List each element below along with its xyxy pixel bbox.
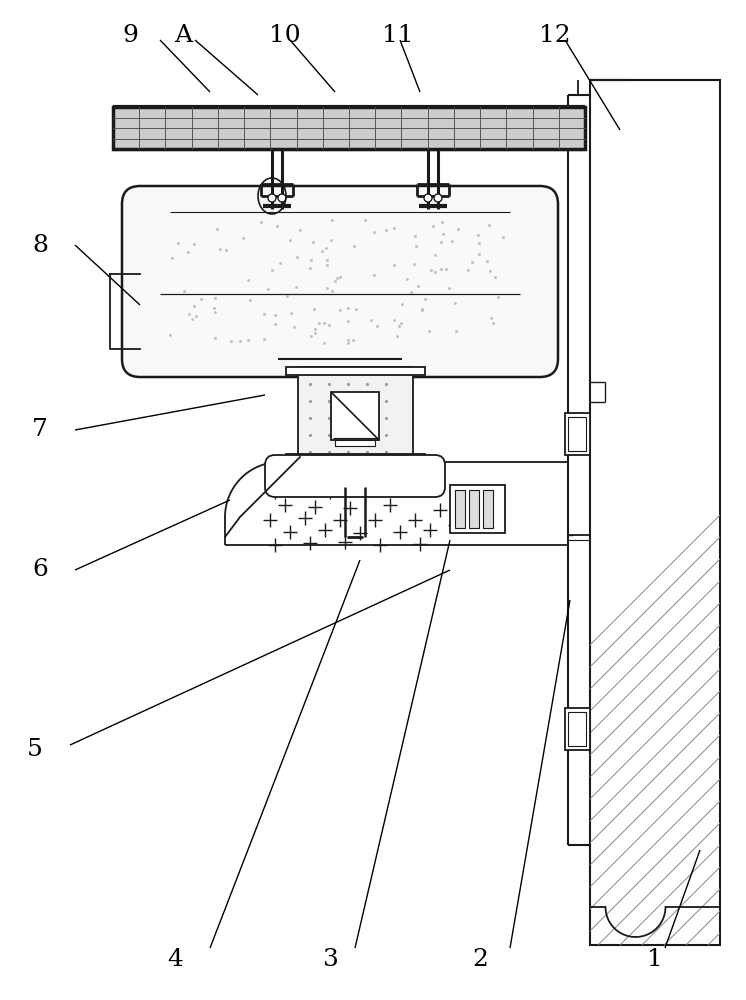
Bar bbox=[568, 712, 586, 746]
Text: 3: 3 bbox=[322, 948, 338, 972]
Circle shape bbox=[278, 194, 286, 202]
Text: 9: 9 bbox=[122, 23, 138, 46]
Text: 8: 8 bbox=[32, 233, 48, 256]
Bar bbox=[590, 80, 720, 945]
Bar bbox=[286, 454, 425, 462]
Circle shape bbox=[268, 194, 276, 202]
Text: 10: 10 bbox=[269, 23, 301, 46]
Text: A: A bbox=[174, 23, 192, 46]
Bar bbox=[331, 392, 379, 440]
Bar bbox=[113, 107, 585, 149]
Bar bbox=[565, 413, 590, 455]
Bar bbox=[568, 417, 586, 451]
Text: 1: 1 bbox=[647, 948, 663, 972]
Bar bbox=[565, 708, 590, 750]
Bar bbox=[455, 490, 465, 528]
Bar bbox=[450, 485, 505, 533]
Bar bbox=[335, 440, 375, 446]
Text: 5: 5 bbox=[27, 738, 43, 762]
Text: 6: 6 bbox=[32, 558, 48, 582]
Text: 4: 4 bbox=[167, 948, 183, 972]
FancyBboxPatch shape bbox=[122, 186, 558, 377]
Text: 2: 2 bbox=[472, 948, 488, 972]
Bar bbox=[298, 367, 413, 462]
Circle shape bbox=[434, 194, 442, 202]
Circle shape bbox=[424, 194, 432, 202]
Text: 12: 12 bbox=[539, 23, 571, 46]
Bar bbox=[483, 490, 493, 528]
Bar bbox=[469, 490, 479, 528]
Bar bbox=[286, 367, 425, 375]
Text: 7: 7 bbox=[32, 418, 48, 442]
FancyBboxPatch shape bbox=[265, 455, 445, 497]
Text: 11: 11 bbox=[382, 23, 414, 46]
